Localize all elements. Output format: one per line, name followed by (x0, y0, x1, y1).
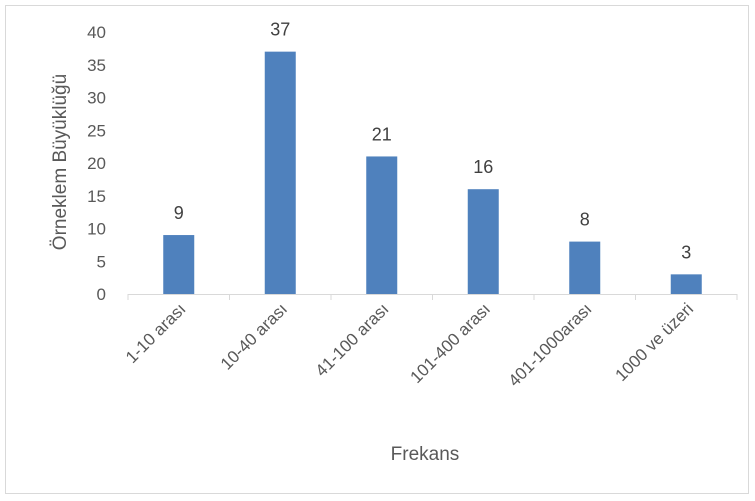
y-axis-title: Örneklem Büyüklüğü (50, 74, 71, 250)
x-tick-label: 1000 ve üzeri (611, 299, 697, 385)
bar-value-label: 37 (270, 20, 290, 40)
bars (163, 51, 702, 295)
x-tick-label: 101-400 arası (406, 299, 494, 387)
y-tick-label: 35 (87, 56, 106, 75)
x-tick-label: 10-40 arası (217, 299, 291, 373)
bar-value-label: 3 (681, 242, 691, 262)
bar-value-label: 9 (174, 203, 184, 223)
y-tick-label: 40 (87, 23, 106, 42)
bar-value-label: 21 (372, 124, 392, 144)
y-axis-ticks: 0 5 10 15 20 25 30 35 40 (87, 23, 106, 304)
data-labels: 9 37 21 16 8 3 (174, 20, 692, 263)
x-axis-ticks: 1-10 arası 10-40 arası 41-100 arası 101-400… (122, 294, 738, 390)
y-tick-label: 20 (87, 154, 106, 173)
bar (366, 156, 398, 294)
y-tick-label: 30 (87, 89, 106, 108)
y-tick-label: 10 (87, 220, 106, 239)
x-tick-label: 401-1000arası (505, 299, 596, 390)
y-tick-label: 15 (87, 187, 106, 206)
bar-value-label: 16 (473, 157, 493, 177)
x-tick-label: 1-10 arası (122, 299, 190, 367)
bar (569, 241, 601, 294)
bar (163, 235, 195, 294)
y-tick-label: 25 (87, 121, 106, 140)
bar (467, 189, 499, 294)
bar-value-label: 8 (580, 210, 590, 230)
x-axis-title: Frekans (391, 444, 460, 465)
bar (264, 51, 296, 295)
y-tick-label: 5 (97, 252, 106, 271)
y-tick-label: 0 (97, 285, 106, 304)
x-tick-label: 41-100 arası (312, 299, 393, 380)
bar (670, 274, 702, 294)
